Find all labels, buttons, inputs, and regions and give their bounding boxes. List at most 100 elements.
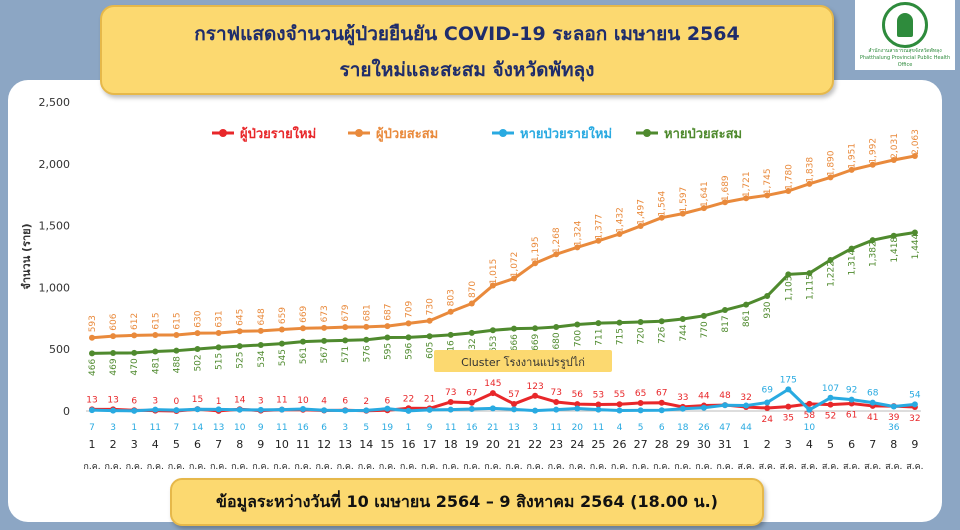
data-label: 13	[508, 423, 519, 433]
data-label: 16	[466, 423, 478, 433]
data-point	[700, 205, 707, 212]
data-point	[890, 403, 897, 410]
data-point	[553, 406, 560, 413]
y-tick-label: 1,000	[39, 281, 71, 294]
data-label: 65	[635, 389, 646, 399]
data-label: 6	[342, 396, 348, 406]
data-point	[363, 323, 370, 330]
data-label: 47	[719, 423, 730, 433]
legend-marker	[219, 129, 227, 137]
data-label: 19	[382, 423, 394, 433]
data-label: 15	[192, 395, 203, 405]
data-point	[194, 406, 201, 413]
chart-title-line1: กราฟแสดงจำนวนผู้ป่วยยืนยัน COVID-19 ระลอ…	[194, 23, 740, 45]
x-tick-label: 6	[848, 438, 855, 451]
data-label: 2,063	[911, 129, 921, 155]
data-point	[574, 401, 581, 408]
data-point	[384, 323, 391, 330]
series-line	[91, 387, 916, 413]
data-label: 48	[719, 391, 731, 401]
data-point	[553, 251, 560, 258]
data-label: 44	[698, 392, 710, 402]
data-point	[110, 407, 117, 414]
data-point	[89, 407, 95, 414]
data-point	[468, 406, 475, 413]
data-point	[869, 399, 876, 406]
data-label: 24	[761, 415, 773, 425]
y-tick-label: 2,500	[39, 96, 71, 109]
data-label: 67	[466, 389, 477, 399]
data-label: 1,324	[573, 220, 583, 246]
data-label: 6	[321, 423, 327, 433]
x-month-label: ส.ค.	[801, 462, 818, 472]
data-label: 1,838	[805, 157, 815, 183]
data-label: 612	[130, 313, 140, 330]
data-point	[806, 406, 813, 413]
data-label: 1,992	[869, 138, 879, 164]
x-tick-label: 6	[194, 438, 201, 451]
data-label: 615	[172, 312, 182, 329]
data-point	[553, 323, 560, 330]
data-point	[173, 347, 180, 354]
data-point	[764, 192, 771, 199]
data-point	[764, 399, 771, 406]
data-point	[278, 326, 285, 333]
data-label: 32	[740, 393, 751, 403]
data-point	[342, 407, 349, 414]
x-tick-label: 1	[743, 438, 750, 451]
x-tick-label: 14	[359, 438, 373, 451]
x-month-label: ส.ค.	[843, 462, 860, 472]
data-point	[468, 399, 475, 406]
x-tick-label: 31	[718, 438, 732, 451]
x-month-label: ก.ค.	[653, 462, 670, 472]
data-label: 648	[257, 308, 267, 325]
data-label: 632	[468, 338, 478, 355]
x-tick-label: 3	[785, 438, 792, 451]
x-month-label: ก.ค.	[104, 462, 121, 472]
data-label: 68	[867, 389, 879, 399]
data-label: 1	[216, 397, 222, 407]
x-tick-label: 24	[570, 438, 584, 451]
x-month-label: ก.ค.	[695, 462, 712, 472]
data-label: 11	[593, 423, 604, 433]
data-point	[637, 319, 644, 326]
data-label: 56	[572, 390, 584, 400]
data-label: 145	[484, 379, 501, 389]
x-month-label: ก.ค.	[611, 462, 628, 472]
data-point	[658, 318, 665, 325]
data-point	[785, 403, 792, 410]
data-label: 107	[822, 384, 839, 394]
x-month-label: ก.ค.	[632, 462, 649, 472]
data-point	[489, 405, 496, 412]
health-office-logo: สำนักงานสาธารณสุขจังหวัดพัทลุง Phatthalu…	[855, 0, 955, 70]
data-point	[89, 334, 95, 341]
data-point	[278, 406, 285, 413]
data-label: 502	[194, 354, 204, 371]
data-label: 13	[86, 395, 97, 405]
data-label: 5	[638, 423, 644, 433]
data-label: 55	[614, 390, 625, 400]
data-point	[405, 407, 412, 414]
data-label: 1,689	[721, 175, 731, 201]
data-point	[827, 394, 834, 401]
data-label: 36	[888, 423, 900, 433]
data-label: 870	[468, 281, 478, 298]
data-point	[405, 320, 412, 327]
data-label: 817	[721, 315, 731, 332]
data-label: 11	[276, 423, 287, 433]
data-point	[722, 307, 728, 314]
data-label: 1,377	[594, 214, 604, 240]
annotation-text: Cluster โรงงานแปรรูปไก่	[461, 355, 585, 369]
data-label: 6	[659, 423, 665, 433]
x-tick-label: 5	[827, 438, 834, 451]
data-point	[89, 350, 95, 357]
data-point	[468, 329, 475, 336]
x-tick-label: 3	[131, 438, 138, 451]
data-point	[869, 237, 876, 244]
data-label: 1,222	[827, 261, 837, 287]
data-label: 666	[510, 334, 520, 351]
data-point	[532, 260, 539, 267]
data-point	[637, 399, 644, 406]
series-line	[91, 231, 916, 355]
data-label: 3	[532, 423, 538, 433]
